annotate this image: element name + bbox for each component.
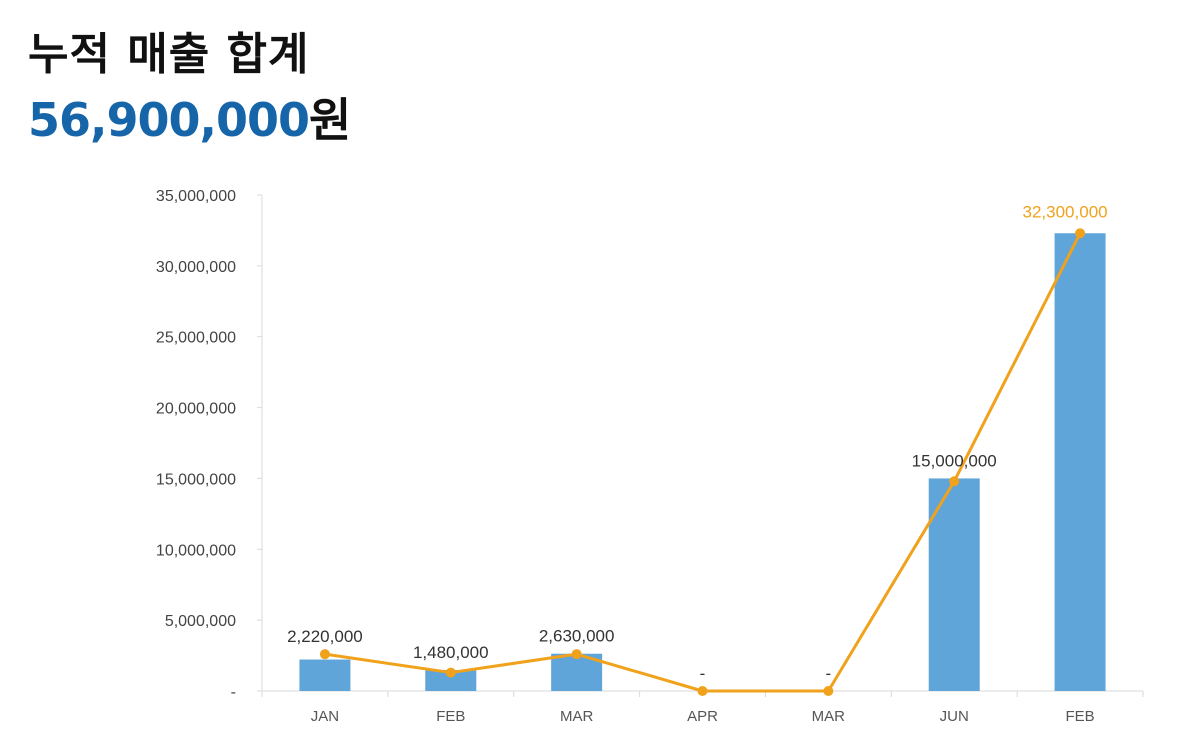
total-unit: 원 [309,93,351,147]
chart-title: 누적 매출 합계 [28,29,310,80]
total-value: 56,900,000 [28,93,310,147]
y-axis: - 5,000,000 10,000,000 15,000,000 20,000,000… [156,188,263,701]
bar [425,670,477,691]
line-point [1075,228,1086,239]
x-tick-label: JUN [940,708,969,725]
x-axis: JAN FEB MAR APR MAR JUN FEB [261,690,1144,725]
x-tick-label: JAN [311,708,339,725]
data-labels: 2,220,000 1,480,000 2,630,000 - - 15,000,000 3… [287,202,1108,683]
cumulative-total: 56,900,000원 [28,84,351,150]
bar-data-label: 1,480,000 [413,643,489,662]
bar-data-label: 2,630,000 [539,627,615,646]
line-point [319,649,330,660]
line-point [949,476,960,487]
y-tick-label: 20,000,000 [156,401,236,418]
x-tick-label: MAR [560,708,594,725]
line-series [319,228,1086,696]
y-tick-label: 5,000,000 [165,613,236,630]
y-tick-label: 25,000,000 [156,330,236,347]
x-tick-label: FEB [436,708,465,725]
bar-data-label: 15,000,000 [912,451,997,470]
bar-series [299,233,1106,691]
x-tick-label: FEB [1065,708,1094,725]
y-tick-label: 30,000,000 [156,259,236,276]
x-tick-label: APR [687,708,718,725]
bar [928,478,980,691]
y-tick-label: - [231,684,236,701]
line-point [697,686,708,696]
y-tick-label: 15,000,000 [156,471,236,488]
bar-data-label: 2,220,000 [287,627,363,646]
bar-data-label: - [826,664,832,683]
bar [299,659,351,691]
bar-data-label: - [700,664,706,683]
line-point [571,649,582,660]
line-data-label: 32,300,000 [1023,202,1108,221]
bar [1054,233,1106,691]
x-tick-label: MAR [812,708,846,725]
y-tick-label: 35,000,000 [156,188,236,205]
y-tick-label: 10,000,000 [156,542,236,559]
line-point [445,667,456,678]
line-point [823,686,834,696]
